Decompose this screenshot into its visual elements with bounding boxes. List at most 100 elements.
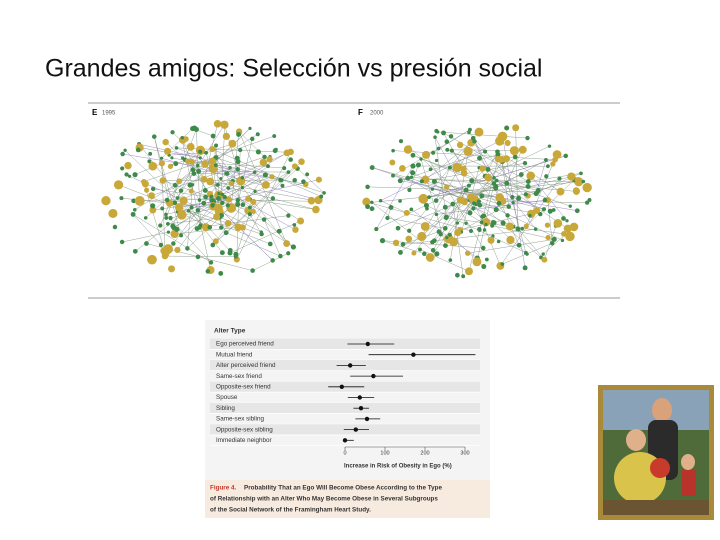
network-node — [472, 257, 482, 267]
network-node — [450, 201, 456, 207]
network-node — [544, 174, 549, 179]
network-node — [134, 195, 145, 206]
network-node — [418, 193, 429, 204]
network-node — [528, 213, 532, 218]
network-node — [283, 240, 291, 248]
network-node — [208, 157, 217, 166]
network-node — [400, 242, 406, 247]
network-node — [248, 126, 252, 130]
network-node — [500, 135, 506, 141]
network-node — [470, 135, 476, 141]
network-node — [124, 172, 129, 177]
x-axis-label: Increase in Risk of Obesity in Ego (%) — [344, 464, 452, 470]
network-node — [538, 211, 543, 217]
network-node — [159, 177, 167, 184]
network-graph — [101, 120, 326, 276]
network-node — [465, 267, 473, 276]
network-node — [518, 145, 527, 154]
network-node — [286, 170, 291, 175]
network-node — [420, 221, 430, 231]
network-node — [174, 226, 180, 232]
network-edge — [210, 181, 318, 202]
network-node — [132, 172, 138, 178]
network-node — [374, 227, 379, 232]
network-node — [250, 136, 255, 142]
network-node — [463, 146, 473, 157]
network-node — [292, 177, 297, 183]
network-node — [565, 231, 575, 242]
network-node — [222, 194, 227, 200]
network-node — [124, 161, 132, 170]
network-node — [369, 165, 375, 171]
estimate-point — [411, 352, 416, 357]
network-edge — [434, 181, 544, 210]
network-node — [201, 160, 209, 168]
network-node — [188, 158, 195, 165]
network-node — [101, 196, 111, 206]
network-node — [522, 265, 528, 271]
network-edge — [167, 217, 221, 225]
network-node — [461, 274, 466, 279]
network-edge — [133, 214, 212, 263]
network-node — [407, 228, 412, 233]
network-node — [466, 183, 471, 188]
network-node — [533, 207, 541, 214]
network-node — [213, 203, 223, 213]
network-node — [315, 198, 321, 204]
network-node — [487, 236, 495, 244]
network-edge — [420, 158, 446, 246]
row-label: Opposite-sex sibling — [216, 426, 273, 433]
network-edge — [237, 138, 253, 205]
network-node — [174, 246, 181, 253]
network-node — [443, 243, 448, 248]
network-node — [362, 197, 371, 206]
x-tick-label: 300 — [460, 450, 469, 456]
network-node — [250, 198, 257, 206]
network-node — [493, 206, 499, 213]
network-node — [236, 131, 242, 137]
network-edge — [165, 214, 212, 263]
network-node — [460, 169, 468, 177]
network-node — [112, 224, 118, 230]
network-node — [261, 217, 267, 222]
network-node — [235, 167, 240, 172]
network-node — [200, 175, 208, 183]
network-node — [164, 212, 168, 217]
network-node — [120, 166, 125, 171]
network-node — [561, 230, 567, 237]
network-node — [553, 218, 563, 228]
network-node — [491, 181, 496, 186]
network-node — [430, 240, 435, 245]
network-graph — [362, 124, 592, 279]
network-node — [158, 223, 163, 228]
network-edge — [204, 179, 296, 230]
network-node — [170, 156, 174, 160]
network-node — [108, 208, 118, 219]
network-edge — [366, 201, 472, 232]
network-node — [563, 224, 572, 233]
network-node — [261, 180, 270, 189]
network-node — [240, 185, 245, 190]
network-edge — [436, 199, 545, 215]
network-node — [427, 195, 431, 199]
network-node — [151, 134, 157, 139]
network-node — [505, 213, 510, 218]
network-edge — [236, 151, 291, 260]
network-node — [485, 167, 491, 172]
network-node — [214, 163, 218, 168]
network-node — [505, 222, 514, 231]
network-node — [119, 239, 125, 245]
network-node — [148, 151, 153, 156]
network-node — [259, 158, 268, 167]
network-edge — [177, 124, 225, 199]
network-edge — [380, 200, 407, 214]
network-node — [395, 225, 401, 231]
network-edge — [437, 131, 528, 139]
network-node — [410, 163, 416, 169]
network-node — [495, 149, 500, 155]
network-node — [233, 251, 239, 257]
network-node — [481, 264, 487, 270]
x-tick-label: 0 — [343, 450, 346, 456]
network-node — [415, 162, 421, 168]
network-node — [388, 204, 394, 210]
